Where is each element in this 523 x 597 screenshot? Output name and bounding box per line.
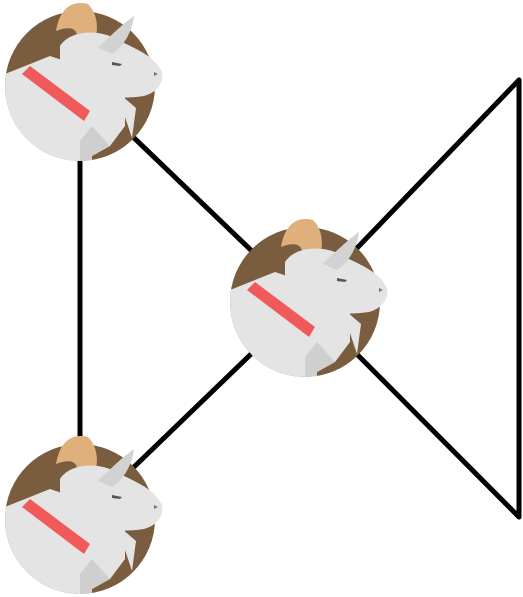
goat-head-icon [0, 3, 162, 181]
node-goat-top-left [0, 3, 162, 181]
nodes-layer [0, 3, 387, 597]
